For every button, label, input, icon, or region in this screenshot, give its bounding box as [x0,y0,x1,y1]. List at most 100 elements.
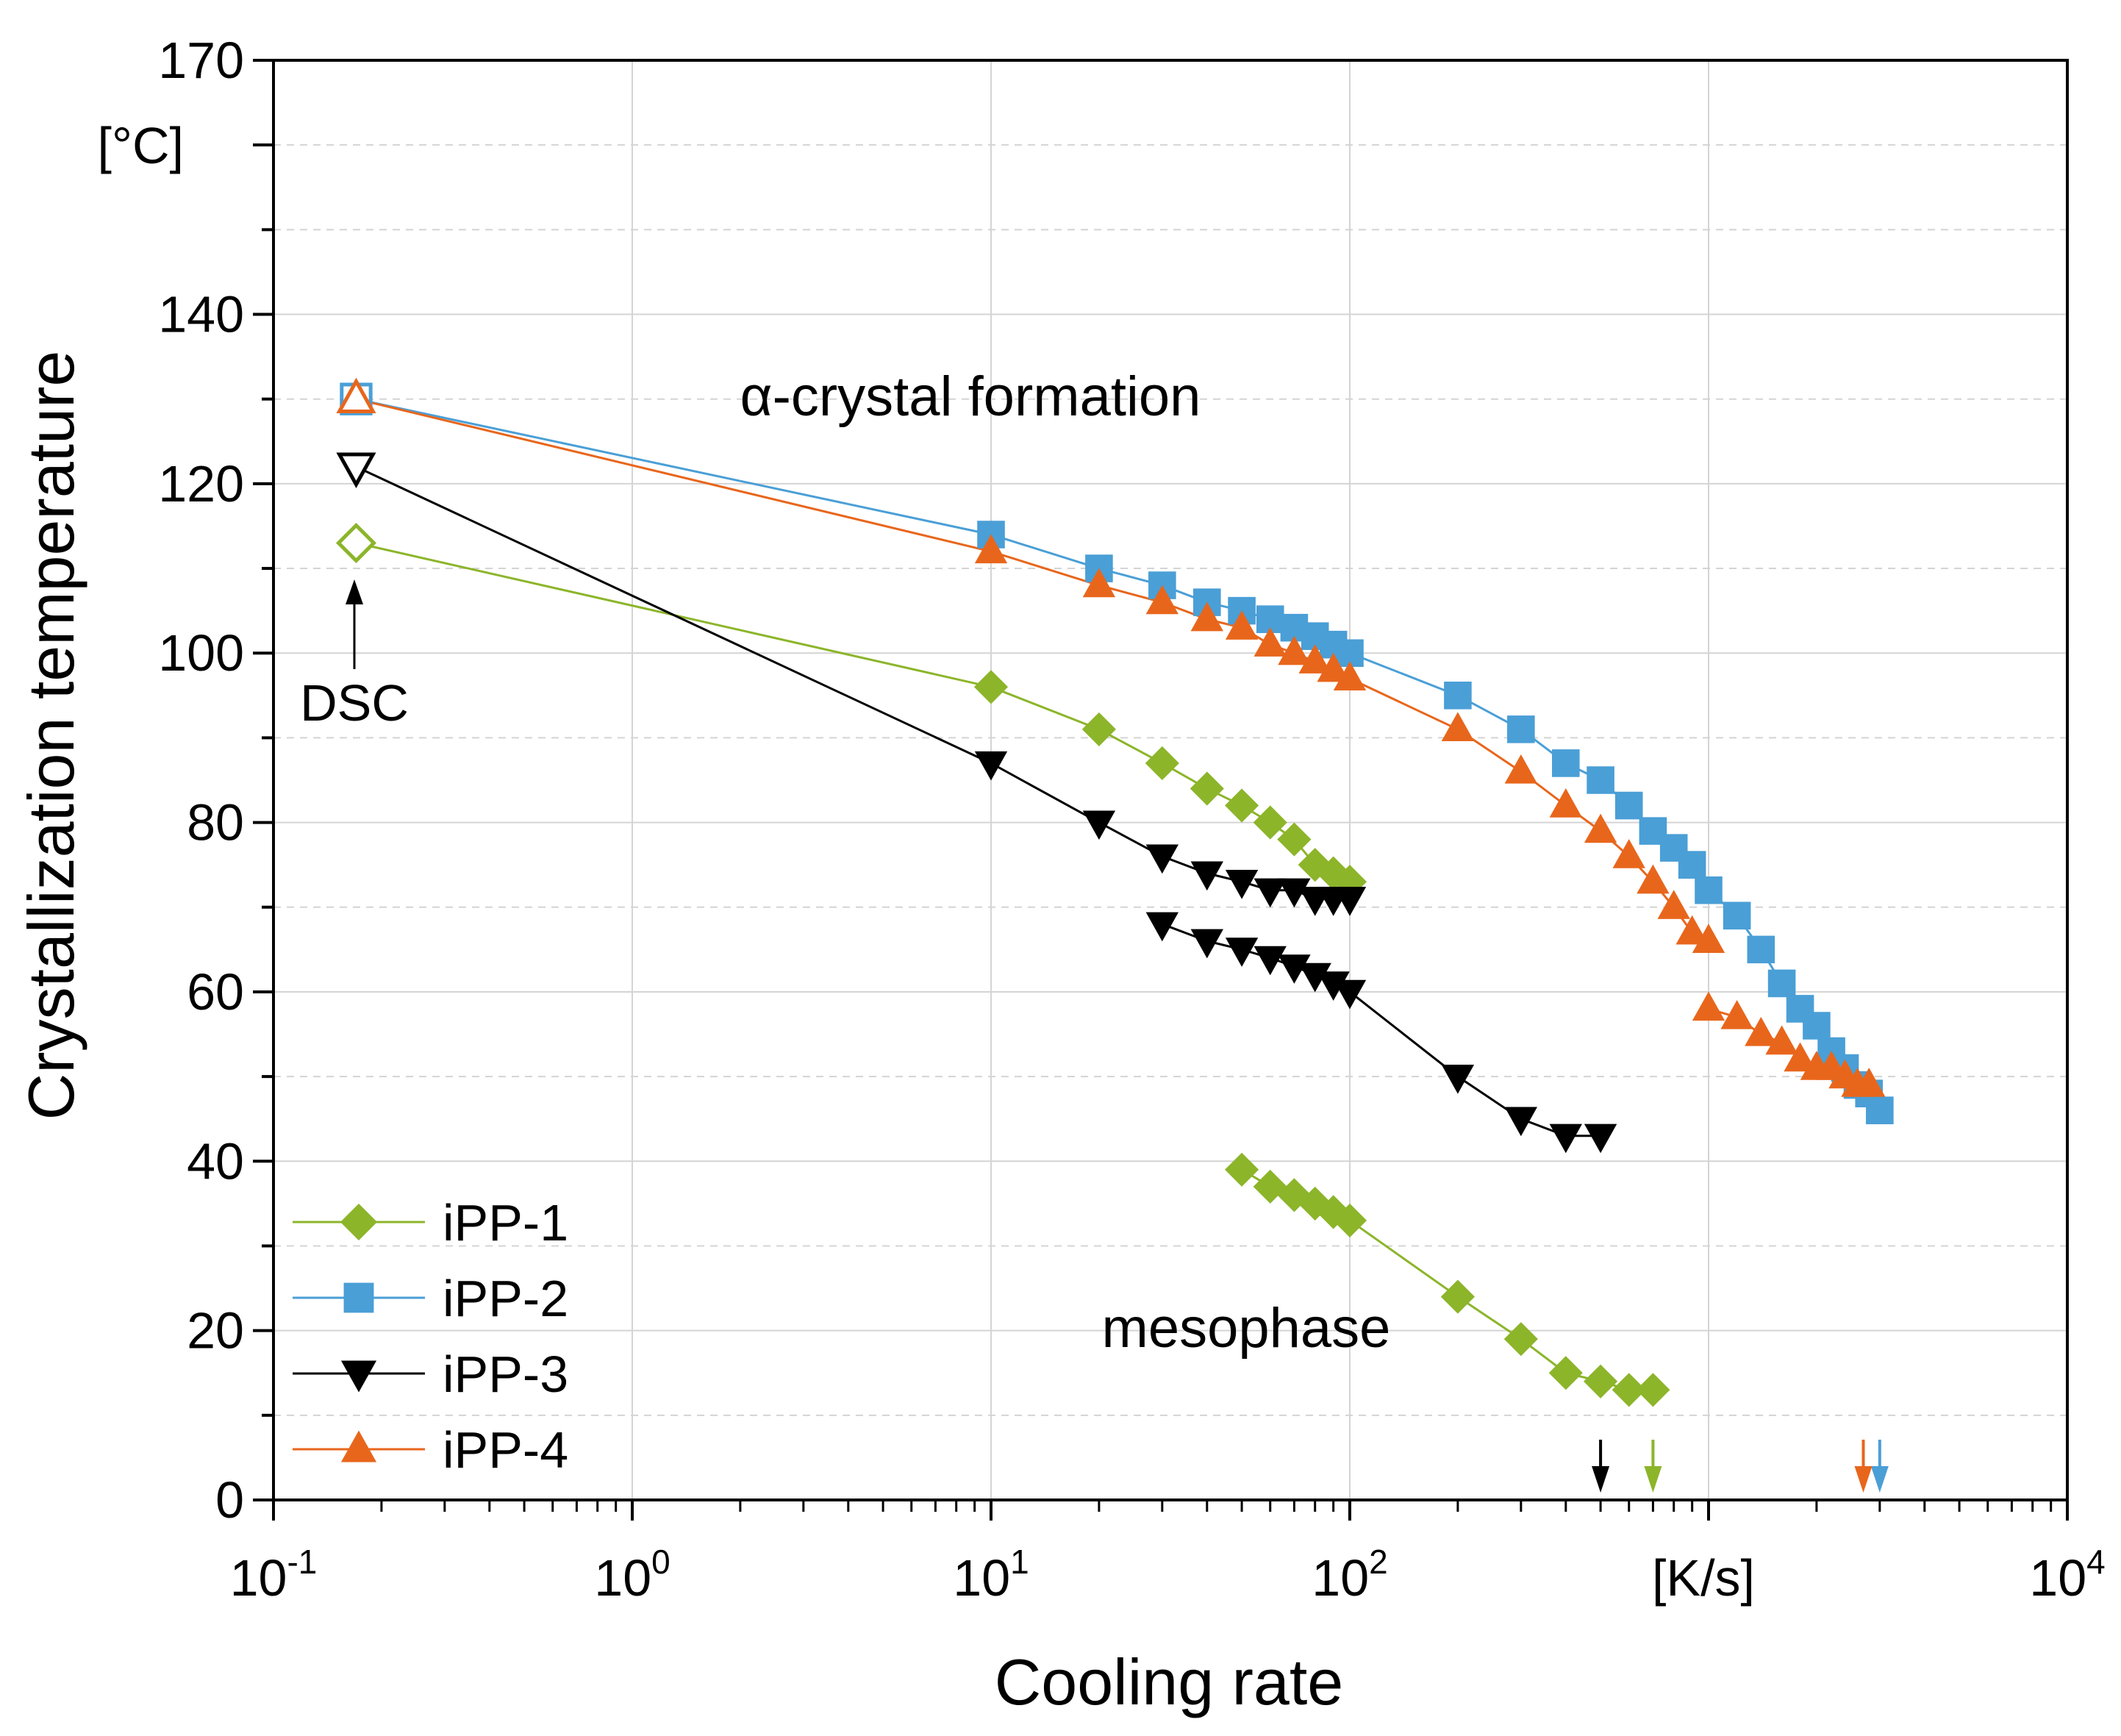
point-ipp-4 [1745,1016,1778,1046]
critical-rate-arrowhead [1592,1466,1610,1493]
point-ipp-4 [1692,991,1725,1021]
dsc-point-ipp-3 [336,452,376,488]
point-ipp-2 [1614,791,1643,820]
point-ipp-3 [1549,1124,1582,1154]
dsc-layer [335,377,376,564]
point-ipp-1 [1081,712,1116,746]
plot-frame [272,59,2069,1501]
annotation-dsc: DSC [300,674,409,732]
y-tick-label: 0 [215,1471,244,1529]
point-ipp-1 [1253,805,1287,840]
series-layer [355,398,1894,1407]
point-ipp-2 [1507,715,1535,743]
point-ipp-3 [1278,878,1311,908]
y-tick-label: 170 [158,32,244,89]
point-ipp-4 [1612,839,1645,868]
point-ipp-4 [1317,652,1350,682]
point-ipp-4 [1584,813,1617,843]
point-ipp-3 [1082,810,1116,840]
point-ipp-1 [1636,1373,1670,1407]
annotation-mesophase: mesophase [1102,1297,1391,1360]
x-tick-label: 100 [594,1543,670,1607]
point-ipp-4 [1253,627,1287,657]
point-ipp-4 [1190,601,1223,632]
point-ipp-4 [1657,890,1690,919]
x-axis-label: Cooling rate [995,1646,1344,1718]
point-ipp-3 [1584,1124,1617,1154]
series-line-ipp-3 [1162,923,1601,1137]
legend-label-ipp-1: iPP-1 [443,1194,568,1251]
x-tick-label: 101 [953,1543,1029,1607]
y-axis-unit: [°C] [98,117,184,174]
dsc-point-ipp-1 [335,522,376,564]
point-ipp-4 [1278,635,1311,665]
dsc-point-ipp-4 [336,377,376,414]
legend-marker-ipp-3 [340,1360,377,1393]
critical-rate-arrowhead [1854,1466,1873,1493]
y-tick-label: 20 [187,1302,244,1360]
point-ipp-2 [1747,935,1775,964]
point-ipp-4 [1637,864,1670,894]
point-ipp-3 [1333,887,1367,916]
point-ipp-1 [1440,1279,1475,1314]
point-ipp-2 [1336,639,1364,668]
y-tick-label: 60 [187,963,244,1021]
y-tick-label: 120 [158,455,244,512]
point-ipp-4 [1549,788,1582,818]
point-ipp-1 [1548,1356,1583,1390]
point-ipp-1 [1584,1364,1618,1399]
point-ipp-1 [1277,822,1312,857]
x-axis-unit: [K/s] [1652,1549,1755,1607]
point-ipp-4 [1720,999,1753,1029]
annotation-alpha-crystal-formation: α-crystal formation [740,365,1201,428]
point-ipp-1 [1612,1373,1646,1407]
point-ipp-3 [1145,844,1179,874]
point-ipp-4 [1675,915,1709,945]
y-tick-label: 140 [158,286,244,343]
point-ipp-2 [1723,901,1751,930]
point-ipp-1 [973,670,1009,704]
point-ipp-4 [1441,712,1475,742]
point-ipp-4 [1298,644,1331,674]
point-ipp-2 [1866,1096,1894,1124]
y-tick-label: 100 [158,624,244,682]
point-ipp-4 [1853,1068,1886,1097]
point-ipp-4 [974,534,1008,564]
point-ipp-1 [1225,788,1259,823]
point-ipp-1 [1145,746,1179,781]
series-line-ipp-4-dsc [356,398,992,553]
x-tick-label: 104 [2029,1543,2105,1607]
legend-label-ipp-4: iPP-4 [443,1421,568,1479]
y-tick-label: 40 [187,1132,244,1190]
point-ipp-4 [1504,754,1538,784]
y-axis-label: Crystallization temperature [15,351,87,1121]
point-ipp-1 [1225,1152,1259,1187]
critical-rate-arrows [1592,1440,1889,1493]
point-ipp-1 [1332,1203,1367,1237]
point-ipp-3 [1190,861,1223,891]
point-ipp-3 [1225,870,1259,899]
point-ipp-3 [974,751,1008,781]
legend-marker-ipp-2 [343,1282,374,1313]
series-line-ipp-3-dsc [355,465,992,765]
point-ipp-1 [1190,771,1224,806]
point-ipp-3 [1504,1107,1538,1137]
point-ipp-3 [1441,1064,1475,1094]
point-ipp-4 [1225,610,1259,640]
point-ipp-2 [1587,766,1614,794]
point-ipp-1 [1503,1322,1538,1357]
point-ipp-4 [1784,1042,1817,1072]
point-ipp-3 [1145,912,1179,942]
critical-rate-arrowhead [1870,1466,1889,1493]
y-tick-label: 80 [187,794,244,851]
series-line-ipp-2-dsc [356,398,992,536]
legend: iPP-1 iPP-2 iPP-3 iPP-4 [293,1194,568,1479]
legend-label-ipp-2: iPP-2 [443,1270,568,1327]
dsc-arrow [346,579,363,669]
legend-marker-ipp-4 [340,1430,377,1462]
point-ipp-3 [1253,946,1287,976]
critical-rate-arrowhead [1644,1466,1662,1493]
point-ipp-2 [1803,1012,1831,1040]
point-ipp-3 [1253,878,1287,908]
point-ipp-2 [1767,969,1796,998]
